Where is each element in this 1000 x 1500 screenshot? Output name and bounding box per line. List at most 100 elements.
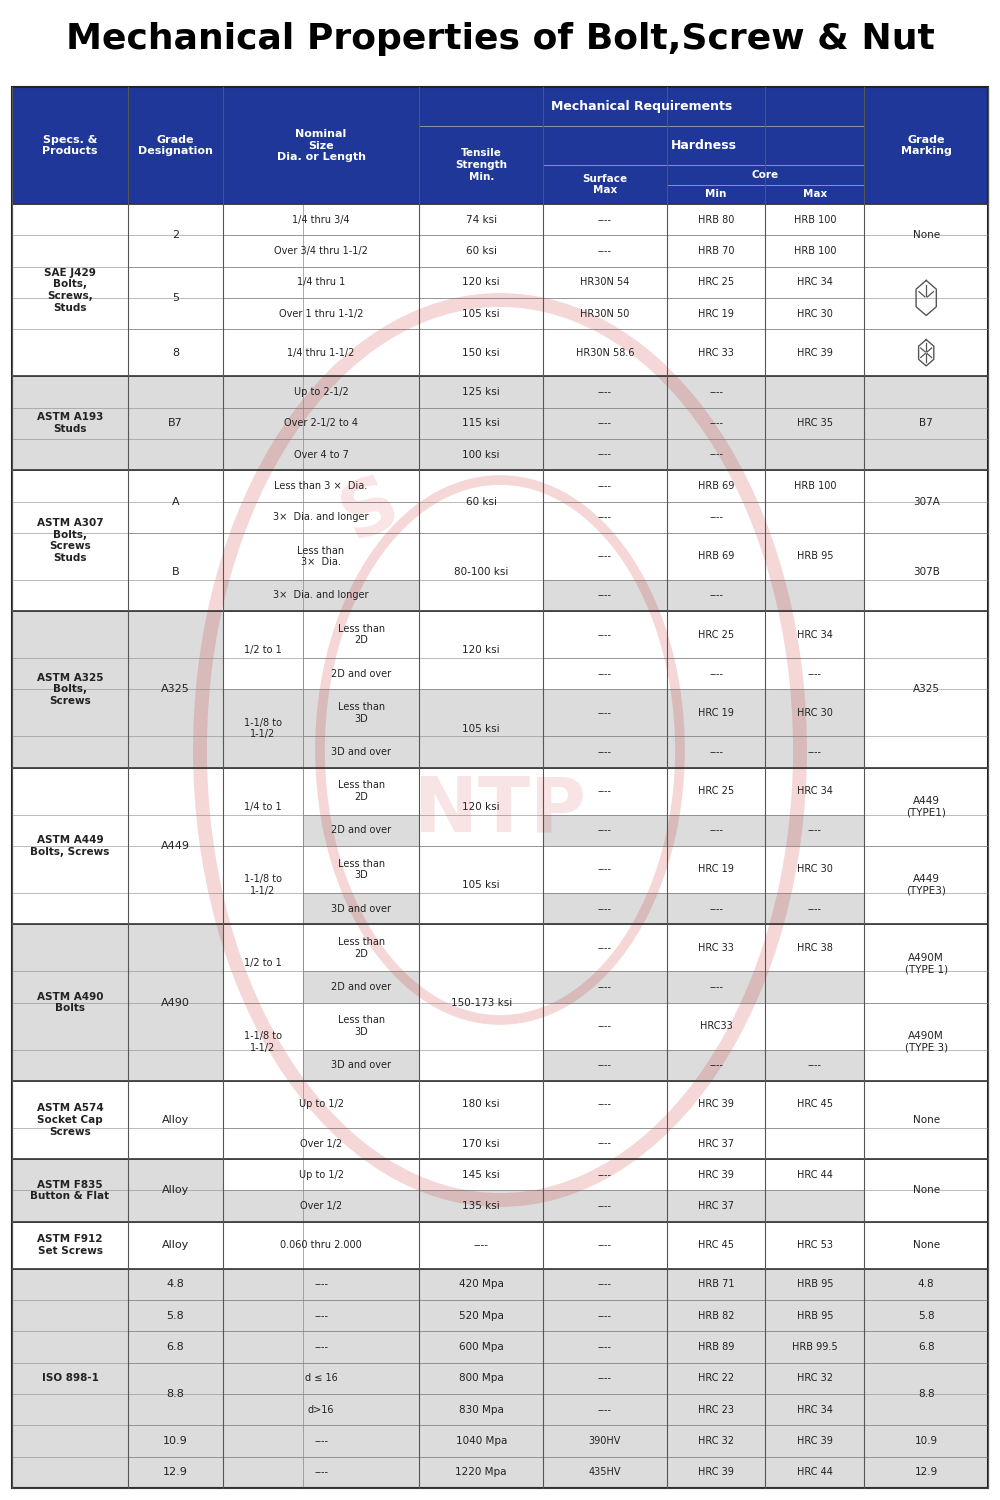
Text: B7: B7 bbox=[919, 419, 933, 428]
Text: HRB 69: HRB 69 bbox=[698, 552, 734, 561]
Text: ASTM A325
Bolts,
Screws: ASTM A325 Bolts, Screws bbox=[37, 674, 103, 706]
Bar bbox=[864, 204, 988, 267]
Text: ----: ---- bbox=[598, 482, 612, 490]
Text: HRB 71: HRB 71 bbox=[698, 1280, 734, 1290]
Bar bbox=[303, 815, 419, 846]
Bar bbox=[419, 690, 543, 768]
Bar bbox=[419, 1082, 543, 1128]
Bar bbox=[128, 267, 223, 330]
Text: 2D and over: 2D and over bbox=[331, 669, 391, 680]
Text: A449
(TYPE3): A449 (TYPE3) bbox=[906, 874, 946, 896]
Bar bbox=[667, 580, 765, 610]
Bar bbox=[765, 330, 864, 376]
Text: 1040 Mpa: 1040 Mpa bbox=[456, 1436, 507, 1446]
Bar bbox=[543, 892, 667, 924]
Bar bbox=[667, 1128, 765, 1160]
Text: HRB 100: HRB 100 bbox=[794, 246, 836, 256]
Bar bbox=[864, 924, 988, 1002]
Bar bbox=[128, 768, 223, 924]
Bar bbox=[765, 184, 864, 204]
Bar bbox=[765, 892, 864, 924]
Bar bbox=[864, 768, 988, 846]
Text: 390HV: 390HV bbox=[589, 1436, 621, 1446]
Bar bbox=[419, 924, 543, 1082]
Bar bbox=[667, 1332, 765, 1362]
Text: HRB 82: HRB 82 bbox=[698, 1311, 734, 1322]
Text: ----: ---- bbox=[598, 512, 612, 522]
Bar bbox=[864, 1002, 988, 1082]
Bar bbox=[128, 1222, 223, 1269]
Text: ----: ---- bbox=[314, 1342, 328, 1352]
Text: 60 ksi: 60 ksi bbox=[466, 246, 497, 256]
Bar bbox=[303, 846, 419, 892]
Text: ASTM A307
Bolts,
Screws
Studs: ASTM A307 Bolts, Screws Studs bbox=[37, 519, 103, 562]
Text: 10.9: 10.9 bbox=[915, 1436, 938, 1446]
Text: A: A bbox=[172, 496, 179, 507]
Bar bbox=[12, 1362, 988, 1394]
Text: ----: ---- bbox=[598, 1240, 612, 1251]
Bar bbox=[864, 532, 988, 610]
Bar bbox=[12, 924, 988, 972]
Bar bbox=[128, 1269, 223, 1300]
Bar bbox=[223, 1002, 303, 1082]
Text: ----: ---- bbox=[709, 825, 723, 836]
Bar bbox=[223, 408, 419, 440]
Text: 5.8: 5.8 bbox=[918, 1311, 935, 1322]
Bar bbox=[765, 972, 864, 1002]
Bar bbox=[667, 267, 765, 298]
Bar bbox=[419, 330, 543, 376]
Text: ----: ---- bbox=[598, 786, 612, 796]
Bar bbox=[667, 532, 765, 580]
Text: HRC 44: HRC 44 bbox=[797, 1467, 833, 1478]
Bar bbox=[128, 1425, 223, 1456]
Bar bbox=[667, 501, 765, 532]
Bar bbox=[12, 1082, 128, 1160]
Text: 307A: 307A bbox=[913, 496, 940, 507]
Text: A325: A325 bbox=[161, 684, 190, 694]
Bar bbox=[765, 1191, 864, 1222]
Bar bbox=[12, 690, 988, 736]
Text: Alloy: Alloy bbox=[162, 1114, 189, 1125]
Bar bbox=[303, 768, 419, 814]
Bar bbox=[543, 1394, 667, 1425]
Text: HRC 19: HRC 19 bbox=[698, 309, 734, 318]
Text: Core: Core bbox=[752, 170, 779, 180]
Text: 120 ksi: 120 ksi bbox=[462, 278, 500, 288]
Text: d ≤ 16: d ≤ 16 bbox=[305, 1374, 337, 1383]
Bar bbox=[667, 846, 765, 892]
Bar bbox=[128, 204, 223, 267]
Bar bbox=[223, 1456, 419, 1488]
Bar bbox=[667, 184, 765, 204]
Text: Up to 1/2: Up to 1/2 bbox=[299, 1170, 344, 1180]
Bar bbox=[765, 846, 864, 892]
Bar bbox=[667, 1269, 765, 1300]
Bar bbox=[223, 267, 419, 298]
Bar bbox=[12, 376, 128, 470]
Text: 600 Mpa: 600 Mpa bbox=[459, 1342, 504, 1352]
Bar bbox=[419, 204, 543, 236]
Text: None: None bbox=[913, 231, 940, 240]
Text: ----: ---- bbox=[709, 512, 723, 522]
Bar bbox=[543, 298, 667, 330]
Bar bbox=[223, 87, 419, 204]
Text: HRB 80: HRB 80 bbox=[698, 214, 734, 225]
Text: ----: ---- bbox=[598, 630, 612, 639]
Bar bbox=[12, 1394, 988, 1425]
Text: HRC 25: HRC 25 bbox=[698, 786, 734, 796]
Text: 12.9: 12.9 bbox=[915, 1467, 938, 1478]
Text: 10.9: 10.9 bbox=[163, 1436, 188, 1446]
Text: Less than
2D: Less than 2D bbox=[338, 624, 385, 645]
Bar bbox=[223, 1222, 419, 1269]
Bar bbox=[765, 1269, 864, 1300]
Bar bbox=[303, 1002, 419, 1050]
Text: ----: ---- bbox=[598, 1138, 612, 1149]
Bar bbox=[12, 1332, 988, 1362]
Bar bbox=[12, 610, 128, 768]
Bar bbox=[12, 1160, 128, 1222]
Text: ----: ---- bbox=[314, 1311, 328, 1322]
Bar bbox=[864, 376, 988, 470]
Bar bbox=[12, 267, 988, 298]
Bar bbox=[223, 501, 419, 532]
Text: ----: ---- bbox=[314, 1467, 328, 1478]
Bar bbox=[543, 815, 667, 846]
